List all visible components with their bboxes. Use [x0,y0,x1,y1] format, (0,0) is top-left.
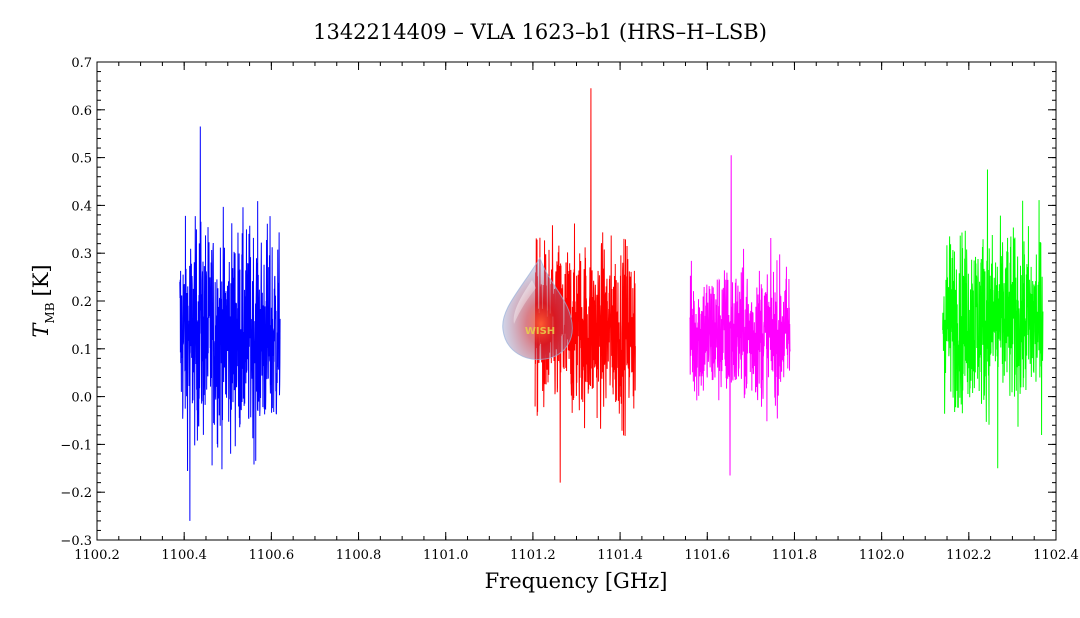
y-axis-label-subscript: MB [43,302,57,323]
x-tick-label: 1100.2 [74,548,120,563]
y-tick-label: 0.3 [71,247,92,262]
y-tick-label: −0.2 [60,486,92,501]
watermark-text: WISH [525,326,555,337]
chart-title: 1342214409 – VLA 1623–b1 (HRS–H–LSB) [313,20,767,44]
y-tick-label: 0.5 [71,152,92,167]
y-tick-label: −0.3 [60,534,92,549]
y-tick-label: 0.2 [71,295,92,310]
y-tick-label: 0.4 [71,199,92,214]
y-axis-label-unit: [K] [29,264,53,296]
ticks-layer: 1100.2 1100.4 1100.6 1100.8 1101.0 1101.2 1101… [60,56,1078,563]
x-tick-label: 1101.8 [772,548,818,563]
x-axis-label: Frequency [GHz] [485,569,668,593]
x-tick-label: 1100.6 [249,548,295,563]
series-line-4 [942,169,1044,469]
y-tick-label: 0.1 [71,343,92,358]
y-tick-label: 0.7 [71,56,92,71]
x-tick-label: 1100.8 [336,548,382,563]
series-line-3 [689,155,791,476]
y-axis-label: TMB [K] [29,264,57,337]
series-layer [179,88,1044,521]
y-tick-label: −0.1 [60,438,92,453]
y-tick-label: 0.0 [71,391,92,406]
x-tick-label: 1101.2 [510,548,556,563]
series-line-1 [179,126,281,521]
x-tick-label: 1102.4 [1033,548,1079,563]
svg-text:TMB[K]: TMB [K] [29,264,57,337]
x-tick-label: 1101.6 [685,548,731,563]
x-tick-label: 1102.2 [946,548,992,563]
x-tick-label: 1100.4 [161,548,207,563]
watermark-logo: WISH [502,256,573,361]
y-axis-label-symbol: T [29,322,53,338]
x-tick-label: 1102.0 [859,548,905,563]
x-tick-label: 1101.4 [597,548,643,563]
y-tick-label: 0.6 [71,104,92,119]
x-tick-label: 1101.0 [423,548,469,563]
